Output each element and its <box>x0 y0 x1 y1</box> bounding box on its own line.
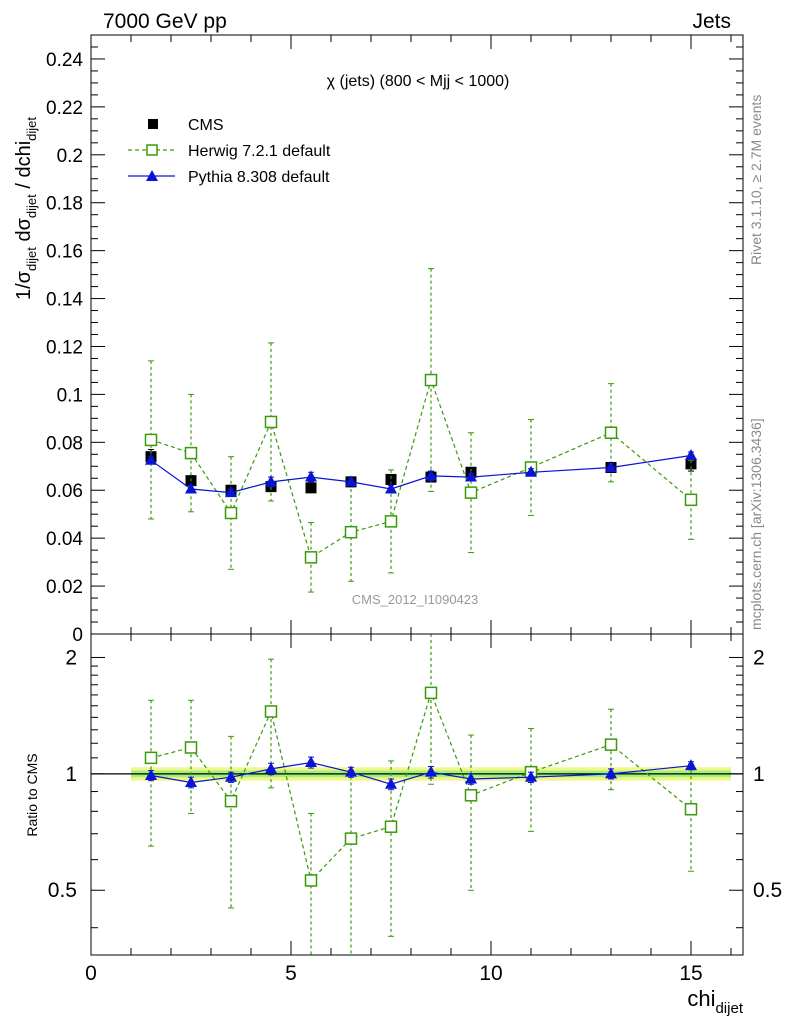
pythia-ratio-point <box>425 765 437 777</box>
data-series <box>144 268 698 956</box>
legend-pythia-marker <box>146 170 158 181</box>
ratio-y-tick-label-left: 0.5 <box>48 879 77 902</box>
y-axis-title-main: 1/σdijet dσdijet / dchidijet <box>13 117 39 300</box>
axes-frames <box>90 34 744 956</box>
pythia-ratio-point <box>265 762 277 774</box>
herwig-ratio-point <box>144 751 158 765</box>
legend-herwig-label: Herwig 7.2.1 default <box>188 143 331 160</box>
herwig-ratio-point <box>224 794 238 808</box>
y-tick-label: 0.16 <box>46 242 83 263</box>
herwig-point <box>684 493 698 507</box>
herwig-point <box>264 415 278 429</box>
pythia-ratio-point <box>525 770 537 782</box>
herwig-ratio-point <box>604 738 618 751</box>
y-tick-label: 0.02 <box>46 577 83 598</box>
pythia-ratio-point <box>605 767 617 779</box>
axes-ticks <box>90 35 743 955</box>
pythia-line <box>150 454 692 494</box>
pythia-point <box>145 453 157 465</box>
herwig-point <box>604 426 618 439</box>
pythia-ratio-point <box>685 759 697 771</box>
pythia-point <box>265 475 277 487</box>
pythia-ratio-line <box>150 761 692 785</box>
herwig-point <box>184 446 198 460</box>
ratio-y-tick-label-right: 0.5 <box>753 879 782 902</box>
pythia-point <box>685 448 697 460</box>
pythia-point <box>385 482 397 494</box>
cms-point <box>685 458 697 470</box>
x-tick-label: 5 <box>285 962 297 985</box>
herwig-ratio-point <box>304 874 318 887</box>
herwig-ratio-point <box>344 832 358 845</box>
ratio-y-tick-label-left: 1 <box>65 763 77 786</box>
header-left-label: 7000 GeV pp <box>103 10 227 33</box>
cms-point <box>305 482 317 494</box>
herwig-point <box>384 515 398 528</box>
ratio-y-tick-label-right: 2 <box>753 646 765 669</box>
y-tick-label: 0.06 <box>46 481 83 502</box>
herwig-point <box>424 373 438 387</box>
pythia-ratio-point <box>385 777 397 789</box>
pythia-point <box>525 465 537 477</box>
y-tick-label: 0 <box>72 625 83 646</box>
legend-herwig-marker <box>146 144 158 156</box>
pythia-ratio-point <box>225 770 237 782</box>
herwig-point <box>304 551 318 564</box>
y-tick-label: 0.1 <box>57 385 83 406</box>
x-tick-label: 0 <box>85 962 97 985</box>
ratio-y-tick-label-right: 1 <box>753 763 765 786</box>
herwig-ratio-point <box>464 789 478 802</box>
y-tick-label: 0.12 <box>46 337 83 358</box>
pythia-point <box>225 486 237 498</box>
pythia-ratio-point <box>145 769 157 781</box>
herwig-point <box>464 486 478 499</box>
cms-point <box>385 473 397 485</box>
x-axis-title: chidijet <box>687 986 743 1017</box>
ratio-uncertainty-band <box>91 767 743 781</box>
pythia-point <box>185 482 197 494</box>
ratio-frame <box>90 633 744 956</box>
legend: CMS Herwig 7.2.1 default Pythia 8.308 de… <box>128 117 331 186</box>
y-tick-label: 0.18 <box>46 194 83 215</box>
pythia-point <box>605 460 617 472</box>
herwig-ratio-line <box>150 691 692 882</box>
herwig-ratio-point <box>384 820 398 833</box>
pythia-ratio-point <box>345 765 357 777</box>
y-tick-label: 0.04 <box>46 529 83 550</box>
herwig-ratio-point <box>184 741 198 754</box>
pythia-ratio-point <box>305 755 317 767</box>
herwig-line <box>150 378 692 559</box>
header-right-label: Jets <box>692 10 731 33</box>
ratio-y-tick-label-left: 2 <box>65 646 77 669</box>
pythia-point <box>425 469 437 481</box>
analysis-watermark: CMS_2012_I1090423 <box>352 592 479 607</box>
pythia-ratio-point <box>465 772 477 784</box>
y-tick-label: 0.14 <box>46 290 83 311</box>
pythia-ratio-point <box>185 775 197 787</box>
x-tick-label: 10 <box>479 962 502 985</box>
pythia-point <box>345 475 357 487</box>
tick-labels: 0 0.02 0.04 0.06 0.08 0.1 0.12 0.14 0.16 0.18 0.2 0… <box>46 50 782 985</box>
herwig-ratio-point <box>684 802 698 816</box>
herwig-ratio-point <box>424 686 438 700</box>
mcplots-source-label: mcplots.cern.ch [arXiv:1306.3436] <box>748 418 764 630</box>
pythia-point <box>305 470 317 482</box>
pythia-point <box>465 470 477 482</box>
legend-cms-label: CMS <box>188 117 224 134</box>
y-axis-title-ratio: Ratio to CMS <box>24 753 40 836</box>
y-tick-label: 0.2 <box>57 146 83 167</box>
legend-cms-marker <box>148 119 158 129</box>
x-tick-label: 15 <box>679 962 702 985</box>
y-tick-label: 0.22 <box>46 98 83 119</box>
herwig-point <box>224 506 238 520</box>
legend-pythia-label: Pythia 8.308 default <box>188 169 330 186</box>
y-tick-label: 0.24 <box>46 50 83 71</box>
y-tick-label: 0.08 <box>46 433 83 454</box>
rivet-version-label: Rivet 3.1.10, ≥ 2.7M events <box>748 95 764 265</box>
herwig-point <box>144 433 158 447</box>
herwig-ratio-point <box>264 705 278 718</box>
herwig-point <box>344 525 358 539</box>
plot-title: χ (jets) (800 < Mjj < 1000) <box>327 73 510 90</box>
